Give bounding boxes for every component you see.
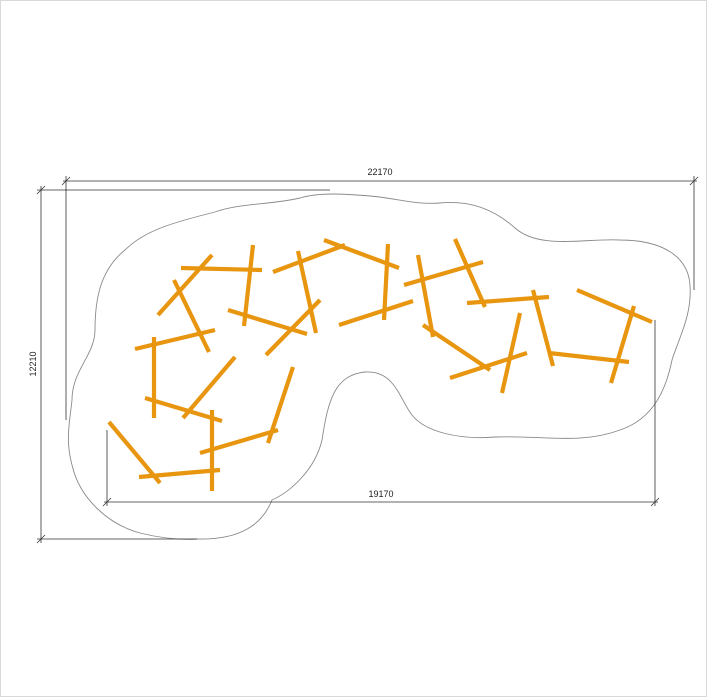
log-beam: [227, 307, 308, 337]
log-beam: [381, 243, 391, 321]
log-beam: [608, 305, 637, 384]
log-beam: [138, 467, 221, 480]
log-beam: [172, 279, 211, 353]
inner-width-label: 19170: [368, 489, 393, 499]
overall-height-label: 12210: [28, 351, 38, 376]
overall-height-dimension: 12210: [28, 185, 197, 544]
log-beam: [403, 259, 484, 288]
area-outline: [67, 193, 691, 540]
log-beam: [181, 355, 237, 420]
log-beam: [272, 243, 346, 274]
log-beam: [449, 351, 528, 380]
log-beam: [295, 250, 319, 334]
log-beam: [264, 298, 322, 357]
log-beam: [241, 244, 256, 327]
inner-width-dimension: 19170: [102, 320, 660, 507]
log-beam: [415, 254, 436, 338]
log-beam: [548, 350, 630, 365]
log-beam: [421, 323, 492, 372]
log-beam: [156, 253, 214, 317]
log-beam: [338, 299, 414, 327]
log-beam: [107, 420, 162, 485]
log-beam: [134, 327, 216, 352]
overall-width-label: 22170: [367, 167, 392, 177]
log-beam: [144, 395, 223, 424]
log-beam: [499, 312, 523, 394]
log-beams: [107, 238, 653, 491]
log-beam: [576, 288, 653, 324]
log-beam: [453, 238, 487, 308]
overall-width-dimension: 22170: [61, 167, 699, 420]
